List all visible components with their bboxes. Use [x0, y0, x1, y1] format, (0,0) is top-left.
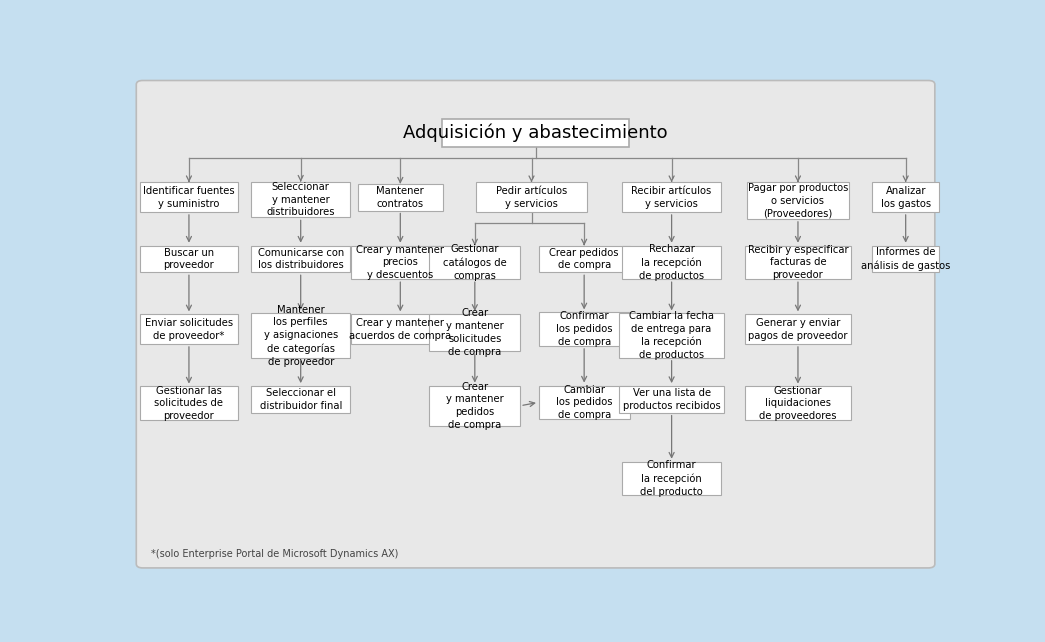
FancyBboxPatch shape — [357, 184, 443, 211]
FancyBboxPatch shape — [429, 246, 520, 279]
Text: Gestionar
liquidaciones
de proveedores: Gestionar liquidaciones de proveedores — [760, 385, 837, 421]
FancyBboxPatch shape — [539, 246, 629, 272]
Text: Pedir artículos
y servicios: Pedir artículos y servicios — [496, 186, 567, 209]
FancyBboxPatch shape — [251, 182, 350, 218]
FancyBboxPatch shape — [539, 313, 629, 346]
Text: Recibir y especificar
facturas de
proveedor: Recibir y especificar facturas de provee… — [747, 245, 849, 280]
FancyBboxPatch shape — [745, 246, 851, 279]
Text: Generar y enviar
pagos de proveedor: Generar y enviar pagos de proveedor — [748, 318, 847, 340]
FancyBboxPatch shape — [873, 246, 938, 272]
Text: Cambiar
los pedidos
de compra: Cambiar los pedidos de compra — [556, 385, 612, 420]
Text: Crear
y mantener
solicitudes
de compra: Crear y mantener solicitudes de compra — [446, 308, 504, 357]
FancyBboxPatch shape — [619, 386, 724, 413]
FancyBboxPatch shape — [140, 182, 238, 212]
FancyBboxPatch shape — [251, 313, 350, 358]
Text: Gestionar las
solicitudes de
proveedor: Gestionar las solicitudes de proveedor — [155, 385, 224, 421]
FancyBboxPatch shape — [140, 246, 238, 272]
Text: Crear y mantener
acuerdos de compra: Crear y mantener acuerdos de compra — [349, 318, 451, 340]
FancyBboxPatch shape — [539, 385, 629, 419]
Text: Seleccionar
y mantener
distribuidores: Seleccionar y mantener distribuidores — [266, 182, 335, 218]
FancyBboxPatch shape — [429, 385, 520, 426]
Text: Pagar por productos
o servicios
(Proveedores): Pagar por productos o servicios (Proveed… — [748, 183, 849, 218]
Text: Crear y mantener
precios
y descuentos: Crear y mantener precios y descuentos — [356, 245, 444, 280]
Text: Crear pedidos
de compra: Crear pedidos de compra — [550, 248, 619, 270]
FancyBboxPatch shape — [351, 246, 449, 279]
FancyBboxPatch shape — [622, 246, 721, 279]
FancyBboxPatch shape — [747, 182, 849, 219]
FancyBboxPatch shape — [745, 386, 851, 420]
Text: Confirmar
la recepción
del producto: Confirmar la recepción del producto — [641, 460, 703, 496]
FancyBboxPatch shape — [429, 314, 520, 351]
Text: Buscar un
proveedor: Buscar un proveedor — [164, 248, 214, 270]
FancyBboxPatch shape — [745, 315, 851, 344]
Text: Comunicarse con
los distribuidores: Comunicarse con los distribuidores — [257, 248, 344, 270]
Text: Identificar fuentes
y suministro: Identificar fuentes y suministro — [143, 186, 235, 209]
FancyBboxPatch shape — [873, 182, 938, 212]
FancyBboxPatch shape — [622, 182, 721, 212]
Text: Mantener
los perfiles
y asignaciones
de categorías
de proveedor: Mantener los perfiles y asignaciones de … — [263, 305, 338, 367]
FancyBboxPatch shape — [619, 313, 724, 358]
Text: Informes de
análisis de gastos: Informes de análisis de gastos — [861, 247, 950, 271]
FancyBboxPatch shape — [622, 462, 721, 495]
Text: Mantener
contratos: Mantener contratos — [376, 186, 424, 209]
FancyBboxPatch shape — [442, 119, 629, 147]
FancyBboxPatch shape — [140, 386, 238, 420]
Text: Seleccionar el
distribuidor final: Seleccionar el distribuidor final — [259, 388, 342, 411]
Text: *(solo Enterprise Portal de Microsoft Dynamics AX): *(solo Enterprise Portal de Microsoft Dy… — [150, 549, 398, 559]
FancyBboxPatch shape — [251, 386, 350, 413]
Text: Enviar solicitudes
de proveedor*: Enviar solicitudes de proveedor* — [145, 318, 233, 340]
Text: Cambiar la fecha
de entrega para
la recepción
de productos: Cambiar la fecha de entrega para la rece… — [629, 311, 714, 360]
FancyBboxPatch shape — [140, 315, 238, 344]
Text: Rechazar
la recepción
de productos: Rechazar la recepción de productos — [640, 244, 704, 281]
FancyBboxPatch shape — [351, 315, 449, 344]
FancyBboxPatch shape — [136, 80, 935, 568]
Text: Gestionar
catálogos de
compras: Gestionar catálogos de compras — [443, 244, 507, 281]
Text: Crear
y mantener
pedidos
de compra: Crear y mantener pedidos de compra — [446, 381, 504, 430]
Text: Recibir artículos
y servicios: Recibir artículos y servicios — [631, 186, 712, 209]
FancyBboxPatch shape — [475, 182, 587, 212]
Text: Analizar
los gastos: Analizar los gastos — [881, 186, 931, 209]
Text: Ver una lista de
productos recibidos: Ver una lista de productos recibidos — [623, 388, 720, 411]
Text: Adquisición y abastecimiento: Adquisición y abastecimiento — [403, 124, 668, 142]
Text: Confirmar
los pedidos
de compra: Confirmar los pedidos de compra — [556, 311, 612, 347]
FancyBboxPatch shape — [251, 246, 350, 272]
